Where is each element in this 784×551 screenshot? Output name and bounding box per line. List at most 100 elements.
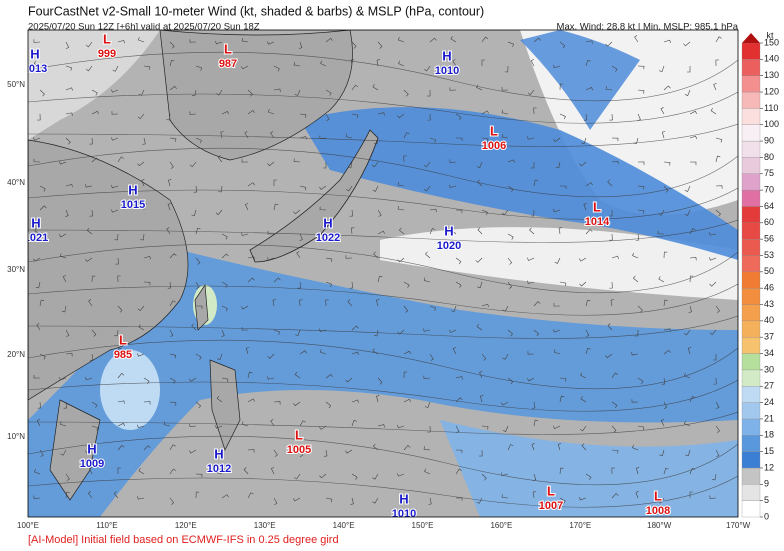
colorbar-label: 15: [764, 446, 774, 456]
wind-barb: [325, 113, 330, 121]
wind-barb: [553, 425, 561, 430]
wind-barb: [683, 41, 691, 47]
wind-barb: [111, 209, 119, 213]
wind-barb: [637, 377, 644, 384]
colorbar-label: 27: [764, 381, 774, 391]
wind-barb: [635, 491, 639, 499]
isobar: [28, 283, 738, 316]
wind-barb: [217, 353, 223, 361]
wind-barb: [273, 179, 278, 187]
colorbar-label: 46: [764, 283, 774, 293]
wind-barb: [609, 233, 613, 241]
wind-barb: [579, 425, 587, 432]
center-value: 987: [219, 58, 237, 70]
colorbar-label: 40: [764, 315, 774, 325]
wind-barb: [273, 277, 281, 283]
wind-barb: [347, 299, 353, 307]
wind-barb: [270, 467, 275, 475]
wind-barb: [687, 347, 692, 355]
lat-label: 50°N: [7, 80, 25, 89]
wind-barb: [247, 492, 254, 499]
wind-barb: [217, 155, 223, 163]
wind-barb: [169, 401, 177, 406]
colorbar-segment: [741, 189, 761, 207]
wind-barb: [39, 299, 45, 307]
subtitle: 2025/07/20 Sun 12Z [+6h] valid at 2025/0…: [28, 22, 260, 33]
wind-barb: [663, 85, 671, 91]
wind-barb: [325, 257, 333, 263]
wind-barb: [403, 371, 408, 379]
wind-barb: [583, 113, 588, 121]
wind-barb: [689, 161, 697, 166]
wind-barb: [423, 65, 431, 72]
wind-barb: [709, 257, 717, 261]
wind-barb: [319, 473, 327, 479]
wind-barb: [33, 257, 41, 262]
wind-barb: [403, 398, 411, 403]
wind-barb: [501, 133, 509, 139]
wind-barb: [115, 257, 119, 265]
wind-barb: [501, 87, 509, 91]
wind-barb: [425, 251, 431, 259]
lon-label: 140°E: [333, 521, 355, 530]
wind-barb: [89, 353, 94, 361]
wind-barb: [637, 161, 645, 165]
wind-barb: [663, 328, 671, 332]
axes: 100°E 110°E 120°E 130°E 140°E 150°E 160°E 170°E…: [7, 80, 750, 530]
wind-barb: [658, 276, 665, 283]
wind-barb: [138, 324, 145, 331]
wind-barb: [633, 137, 639, 145]
wind-barb: [87, 491, 93, 499]
wind-barb: [91, 89, 98, 96]
wind-barb: [345, 185, 353, 192]
wind-barb: [325, 401, 332, 409]
wind-barb: [663, 185, 669, 193]
wind-barb: [298, 41, 303, 49]
wind-barb: [89, 209, 93, 217]
wind-barb: [429, 305, 437, 311]
wind-barb: [502, 353, 509, 360]
wind-barb: [507, 257, 513, 265]
colorbar-label: 21: [764, 413, 774, 423]
wind-barb: [611, 493, 619, 499]
wind-barb: [299, 420, 306, 427]
wind-barb: [138, 468, 145, 475]
wind-barb: [477, 179, 483, 187]
wind-barb: [715, 401, 720, 409]
lon-label: 170°E: [569, 521, 591, 530]
wind-barb: [687, 65, 691, 73]
colorbar-label: 110: [764, 103, 778, 113]
wind-barb: [657, 230, 665, 235]
wind-barb: [397, 424, 405, 429]
wind-barb: [713, 377, 717, 385]
wind-barb: [325, 281, 332, 288]
wind-barb: [715, 449, 720, 457]
lon-label: 170°W: [726, 521, 751, 530]
wind-barb: [143, 65, 151, 70]
wind-barb: [559, 467, 564, 475]
wind-barb: [267, 257, 275, 261]
wind-barb: [527, 89, 535, 96]
colorbar-label: 37: [764, 332, 774, 342]
wind-barb: [39, 89, 45, 97]
wind-barb: [319, 328, 327, 333]
wind-barb: [39, 205, 47, 211]
wind-barb: [347, 161, 353, 169]
wind-barb: [320, 233, 327, 240]
colorbar-unit: kt: [766, 30, 774, 40]
wind-barb: [689, 110, 697, 115]
wind-barb: [377, 424, 385, 428]
center-value: 1010: [392, 508, 416, 520]
wind-barb: [241, 232, 249, 236]
colorbar-label: 12: [764, 462, 774, 472]
wind-barb: [319, 206, 327, 211]
wind-barb: [247, 89, 253, 97]
wind-barb: [480, 395, 484, 403]
wind-barb: [241, 65, 249, 70]
wind-barb: [611, 401, 618, 408]
wind-barb: [293, 158, 301, 163]
wind-barb: [218, 185, 223, 193]
wind-barb: [189, 377, 197, 382]
stats: Max. Wind: 28.8 kt | Min. MSLP: 985.1 hP…: [557, 22, 739, 33]
